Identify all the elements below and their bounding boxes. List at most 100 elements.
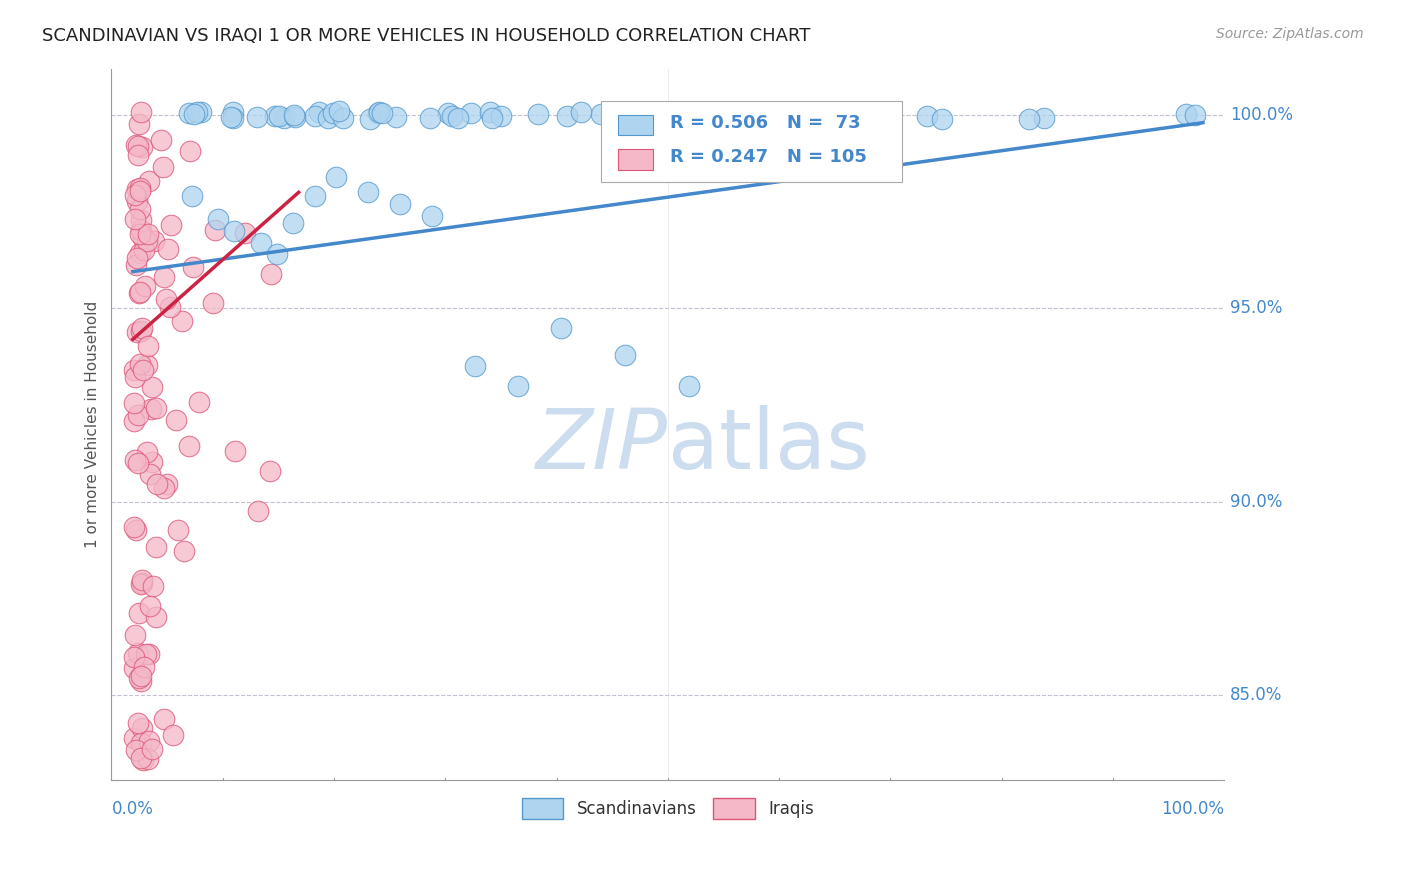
Point xyxy=(179,439,201,453)
Point xyxy=(127,251,149,265)
Point xyxy=(264,109,287,123)
Point xyxy=(122,396,145,410)
Point xyxy=(127,716,149,731)
Point xyxy=(441,109,464,123)
Point xyxy=(183,107,205,121)
Point xyxy=(138,647,160,661)
Point xyxy=(841,106,863,120)
Point xyxy=(131,576,153,591)
Point xyxy=(132,244,155,258)
FancyBboxPatch shape xyxy=(602,101,901,182)
Point xyxy=(141,742,163,756)
Point xyxy=(156,242,179,256)
Text: R = 0.506   N =  73: R = 0.506 N = 73 xyxy=(671,113,860,132)
Point xyxy=(224,224,246,238)
Point xyxy=(131,320,153,334)
Point xyxy=(128,285,150,299)
Point xyxy=(245,110,267,124)
Point xyxy=(678,378,700,392)
Point xyxy=(162,728,184,742)
Point xyxy=(129,213,152,227)
Point xyxy=(308,105,330,120)
Point xyxy=(325,169,347,184)
Point xyxy=(128,181,150,195)
Point xyxy=(145,610,167,624)
Point xyxy=(207,212,229,227)
Point xyxy=(128,671,150,685)
Point xyxy=(478,105,501,120)
Point xyxy=(555,109,578,123)
Point xyxy=(138,339,160,353)
Point xyxy=(710,106,733,120)
Point xyxy=(129,105,152,120)
Point xyxy=(260,268,283,282)
Point xyxy=(139,467,162,482)
Point xyxy=(170,314,193,328)
Point xyxy=(136,227,159,241)
Point xyxy=(124,211,146,226)
Point xyxy=(129,184,152,198)
Point xyxy=(129,669,152,683)
Point xyxy=(122,731,145,745)
Point xyxy=(389,197,412,211)
Point xyxy=(160,218,183,232)
Point xyxy=(422,209,444,223)
Point xyxy=(152,482,174,496)
Point xyxy=(131,751,153,765)
Point xyxy=(131,573,153,587)
Bar xyxy=(617,149,654,169)
Point xyxy=(127,148,149,162)
Text: SCANDINAVIAN VS IRAQI 1 OR MORE VEHICLES IN HOUSEHOLD CORRELATION CHART: SCANDINAVIAN VS IRAQI 1 OR MORE VEHICLES… xyxy=(42,27,810,45)
Point xyxy=(128,286,150,301)
Point xyxy=(138,734,160,748)
Text: 95.0%: 95.0% xyxy=(1230,300,1282,318)
Point xyxy=(131,140,153,154)
Text: 100.0%: 100.0% xyxy=(1230,106,1292,124)
Point xyxy=(181,260,204,274)
Point xyxy=(367,105,389,120)
Y-axis label: 1 or more Vehicles in Household: 1 or more Vehicles in Household xyxy=(86,301,100,548)
Point xyxy=(931,112,953,126)
Point xyxy=(371,106,394,120)
Point xyxy=(127,646,149,660)
Point xyxy=(145,540,167,554)
Point xyxy=(129,577,152,591)
Point xyxy=(661,107,683,121)
Point xyxy=(626,108,648,122)
Point xyxy=(569,104,592,119)
Legend: Scandinavians, Iraqis: Scandinavians, Iraqis xyxy=(515,792,821,825)
Point xyxy=(125,194,148,209)
Point xyxy=(127,456,149,470)
Point xyxy=(152,712,174,726)
Point xyxy=(125,742,148,756)
Point xyxy=(267,109,290,123)
Point xyxy=(1033,111,1056,125)
Point xyxy=(124,453,146,467)
Point xyxy=(190,104,212,119)
Text: Source: ZipAtlas.com: Source: ZipAtlas.com xyxy=(1216,27,1364,41)
Point xyxy=(204,223,226,237)
Point xyxy=(915,108,938,122)
Point xyxy=(250,235,273,250)
Point xyxy=(125,523,148,537)
Bar xyxy=(617,115,654,136)
Point xyxy=(527,107,550,121)
Point xyxy=(283,107,305,121)
Point xyxy=(134,659,156,673)
Point xyxy=(464,359,486,374)
Point xyxy=(124,188,146,202)
Point xyxy=(246,504,269,518)
Point xyxy=(1175,107,1198,121)
Point xyxy=(159,300,181,314)
Text: 90.0%: 90.0% xyxy=(1230,492,1282,511)
Point xyxy=(273,112,295,126)
Point xyxy=(328,104,350,119)
Point xyxy=(128,227,150,241)
Point xyxy=(266,247,288,261)
Point xyxy=(165,413,187,427)
Point xyxy=(135,647,157,661)
Point xyxy=(304,109,326,123)
Point xyxy=(124,628,146,642)
Point xyxy=(359,112,381,126)
Point xyxy=(419,112,441,126)
